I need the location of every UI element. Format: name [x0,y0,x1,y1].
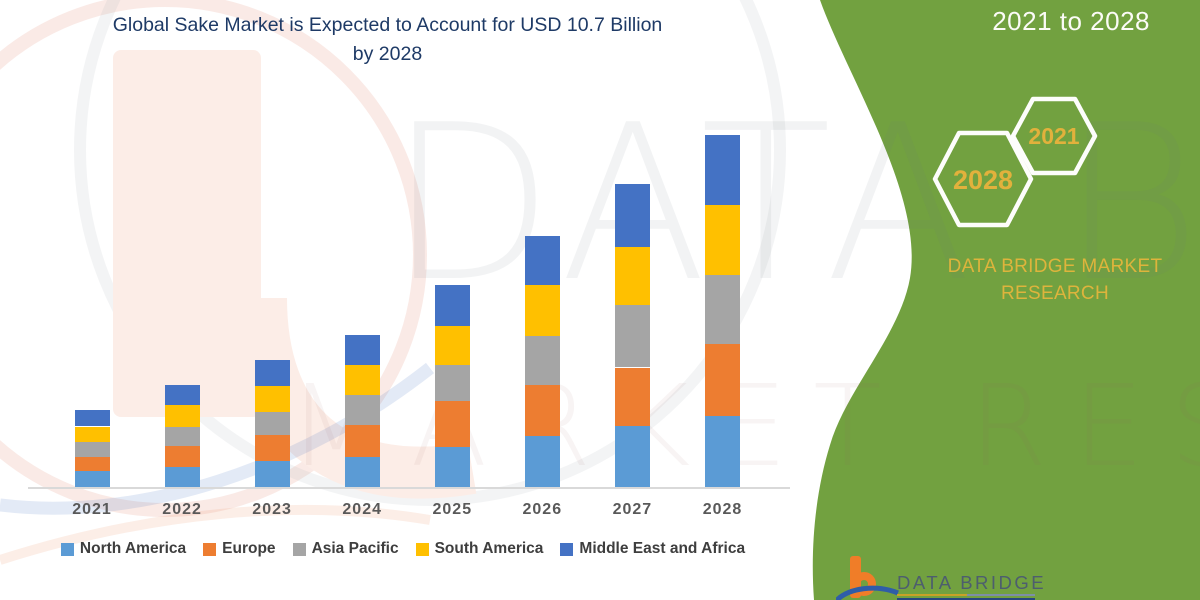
x-axis-label-2026: 2026 [522,501,563,518]
bar-segment-europe-2028 [705,343,740,416]
bar-segment-asia-pacific-2022 [164,427,200,446]
bar-segment-north-america-2024 [344,456,380,487]
x-axis-label-2025: 2025 [432,501,473,518]
bar-segment-middle-east-and-africa-2025 [434,285,470,327]
bar-segment-europe-2022 [164,445,200,467]
x-axis-label-2023: 2023 [252,501,292,518]
bar-segment-south-america-2026 [524,285,560,336]
hexagon-2028 [932,130,1034,228]
bar-segment-middle-east-and-africa-2026 [524,235,560,285]
bar-segment-middle-east-and-africa-2028 [705,134,740,205]
hexagon-2021 [1010,96,1098,176]
bar-segment-north-america-2027 [614,426,650,487]
legend-swatch-middle-east-and-africa [560,542,574,556]
legend-swatch-asia-pacific [292,542,306,556]
bar-segment-south-america-2024 [344,365,380,396]
footer-clipped-tagline [897,598,1035,600]
bar-segment-asia-pacific-2023 [254,411,290,436]
chart-title-line2: by 2028 [352,43,423,65]
bar-segment-south-america-2023 [254,385,290,412]
underline-gold-segment [897,594,967,596]
hexagon-2021-year: 2021 [1028,123,1079,149]
bar-segment-south-america-2025 [434,326,470,366]
bar-segment-north-america-2022 [164,466,200,487]
legend-item-europe: Europe [203,540,276,558]
brand-caption: DATA BRIDGE MARKET RESEARCH [905,253,1200,307]
bar-segment-north-america-2025 [434,446,470,487]
legend-item-south-america: South America [415,540,544,558]
databridge-logo-icon [836,556,899,600]
legend-label-middle-east-and-africa: Middle East and Africa [579,540,746,557]
chart-legend: North America Europe Asia Pacific South Ame… [28,540,778,558]
forecast-period-text: 2021 to 2028 [992,6,1150,36]
bar-segment-europe-2024 [344,425,380,457]
bar-segment-europe-2026 [524,385,560,436]
bar-segment-asia-pacific-2021 [74,441,110,457]
bar-segment-asia-pacific-2024 [344,395,380,426]
legend-item-middle-east-and-africa: Middle East and Africa [560,540,745,558]
bar-segment-middle-east-and-africa-2023 [254,359,290,386]
bar-segment-europe-2027 [614,367,650,427]
x-axis-label-2028: 2028 [702,501,743,518]
bar-segment-north-america-2028 [705,415,740,487]
bar-segment-asia-pacific-2026 [524,335,560,385]
legend-swatch-europe [203,542,217,556]
bar-segment-europe-2021 [74,456,110,471]
chart-title: Global Sake Market is Expected to Accoun… [15,11,760,69]
bar-segment-south-america-2028 [705,204,740,275]
bar-segment-asia-pacific-2025 [434,365,470,402]
bar-segment-south-america-2021 [74,426,110,442]
brand-caption-line2: RESEARCH [1001,283,1109,304]
legend-label-north-america: North America [79,540,187,557]
bar-segment-middle-east-and-africa-2024 [344,335,380,366]
legend-swatch-north-america [60,542,74,556]
legend-swatch-south-america [415,542,429,556]
bar-segment-asia-pacific-2028 [705,274,740,344]
bar-segment-south-america-2027 [614,247,650,305]
bar-segment-north-america-2026 [524,436,560,487]
chart-title-line1: Global Sake Market is Expected to Accoun… [112,14,663,36]
footer-brand-text: DATA BRIDGE [897,572,1047,593]
x-axis-label-2021: 2021 [72,501,112,518]
x-axis-label-2024: 2024 [342,501,382,518]
underline-gray-segment [967,594,1035,596]
bar-segment-middle-east-and-africa-2027 [614,183,650,248]
bar-segment-middle-east-and-africa-2022 [164,385,200,406]
bar-segment-europe-2025 [434,401,470,447]
x-axis-label-2022: 2022 [162,501,202,518]
bar-segment-asia-pacific-2027 [614,304,650,368]
brand-caption-line1: DATA BRIDGE MARKET [947,256,1163,277]
footer-brand-underline [897,594,1035,596]
legend-label-asia-pacific: Asia Pacific [311,540,399,557]
legend-item-north-america: North America [60,540,187,558]
bar-segment-middle-east-and-africa-2021 [74,410,110,427]
hexagon-2028-year: 2028 [953,165,1013,195]
bar-segment-north-america-2023 [254,461,290,487]
legend-item-asia-pacific: Asia Pacific [292,540,399,558]
legend-label-south-america: South America [434,540,544,557]
bar-segment-north-america-2021 [74,470,110,487]
bar-segment-europe-2023 [254,435,290,461]
x-axis-label-2027: 2027 [612,501,653,518]
legend-label-europe: Europe [222,540,276,557]
x-axis-line [28,487,790,489]
bar-segment-south-america-2022 [164,405,200,428]
